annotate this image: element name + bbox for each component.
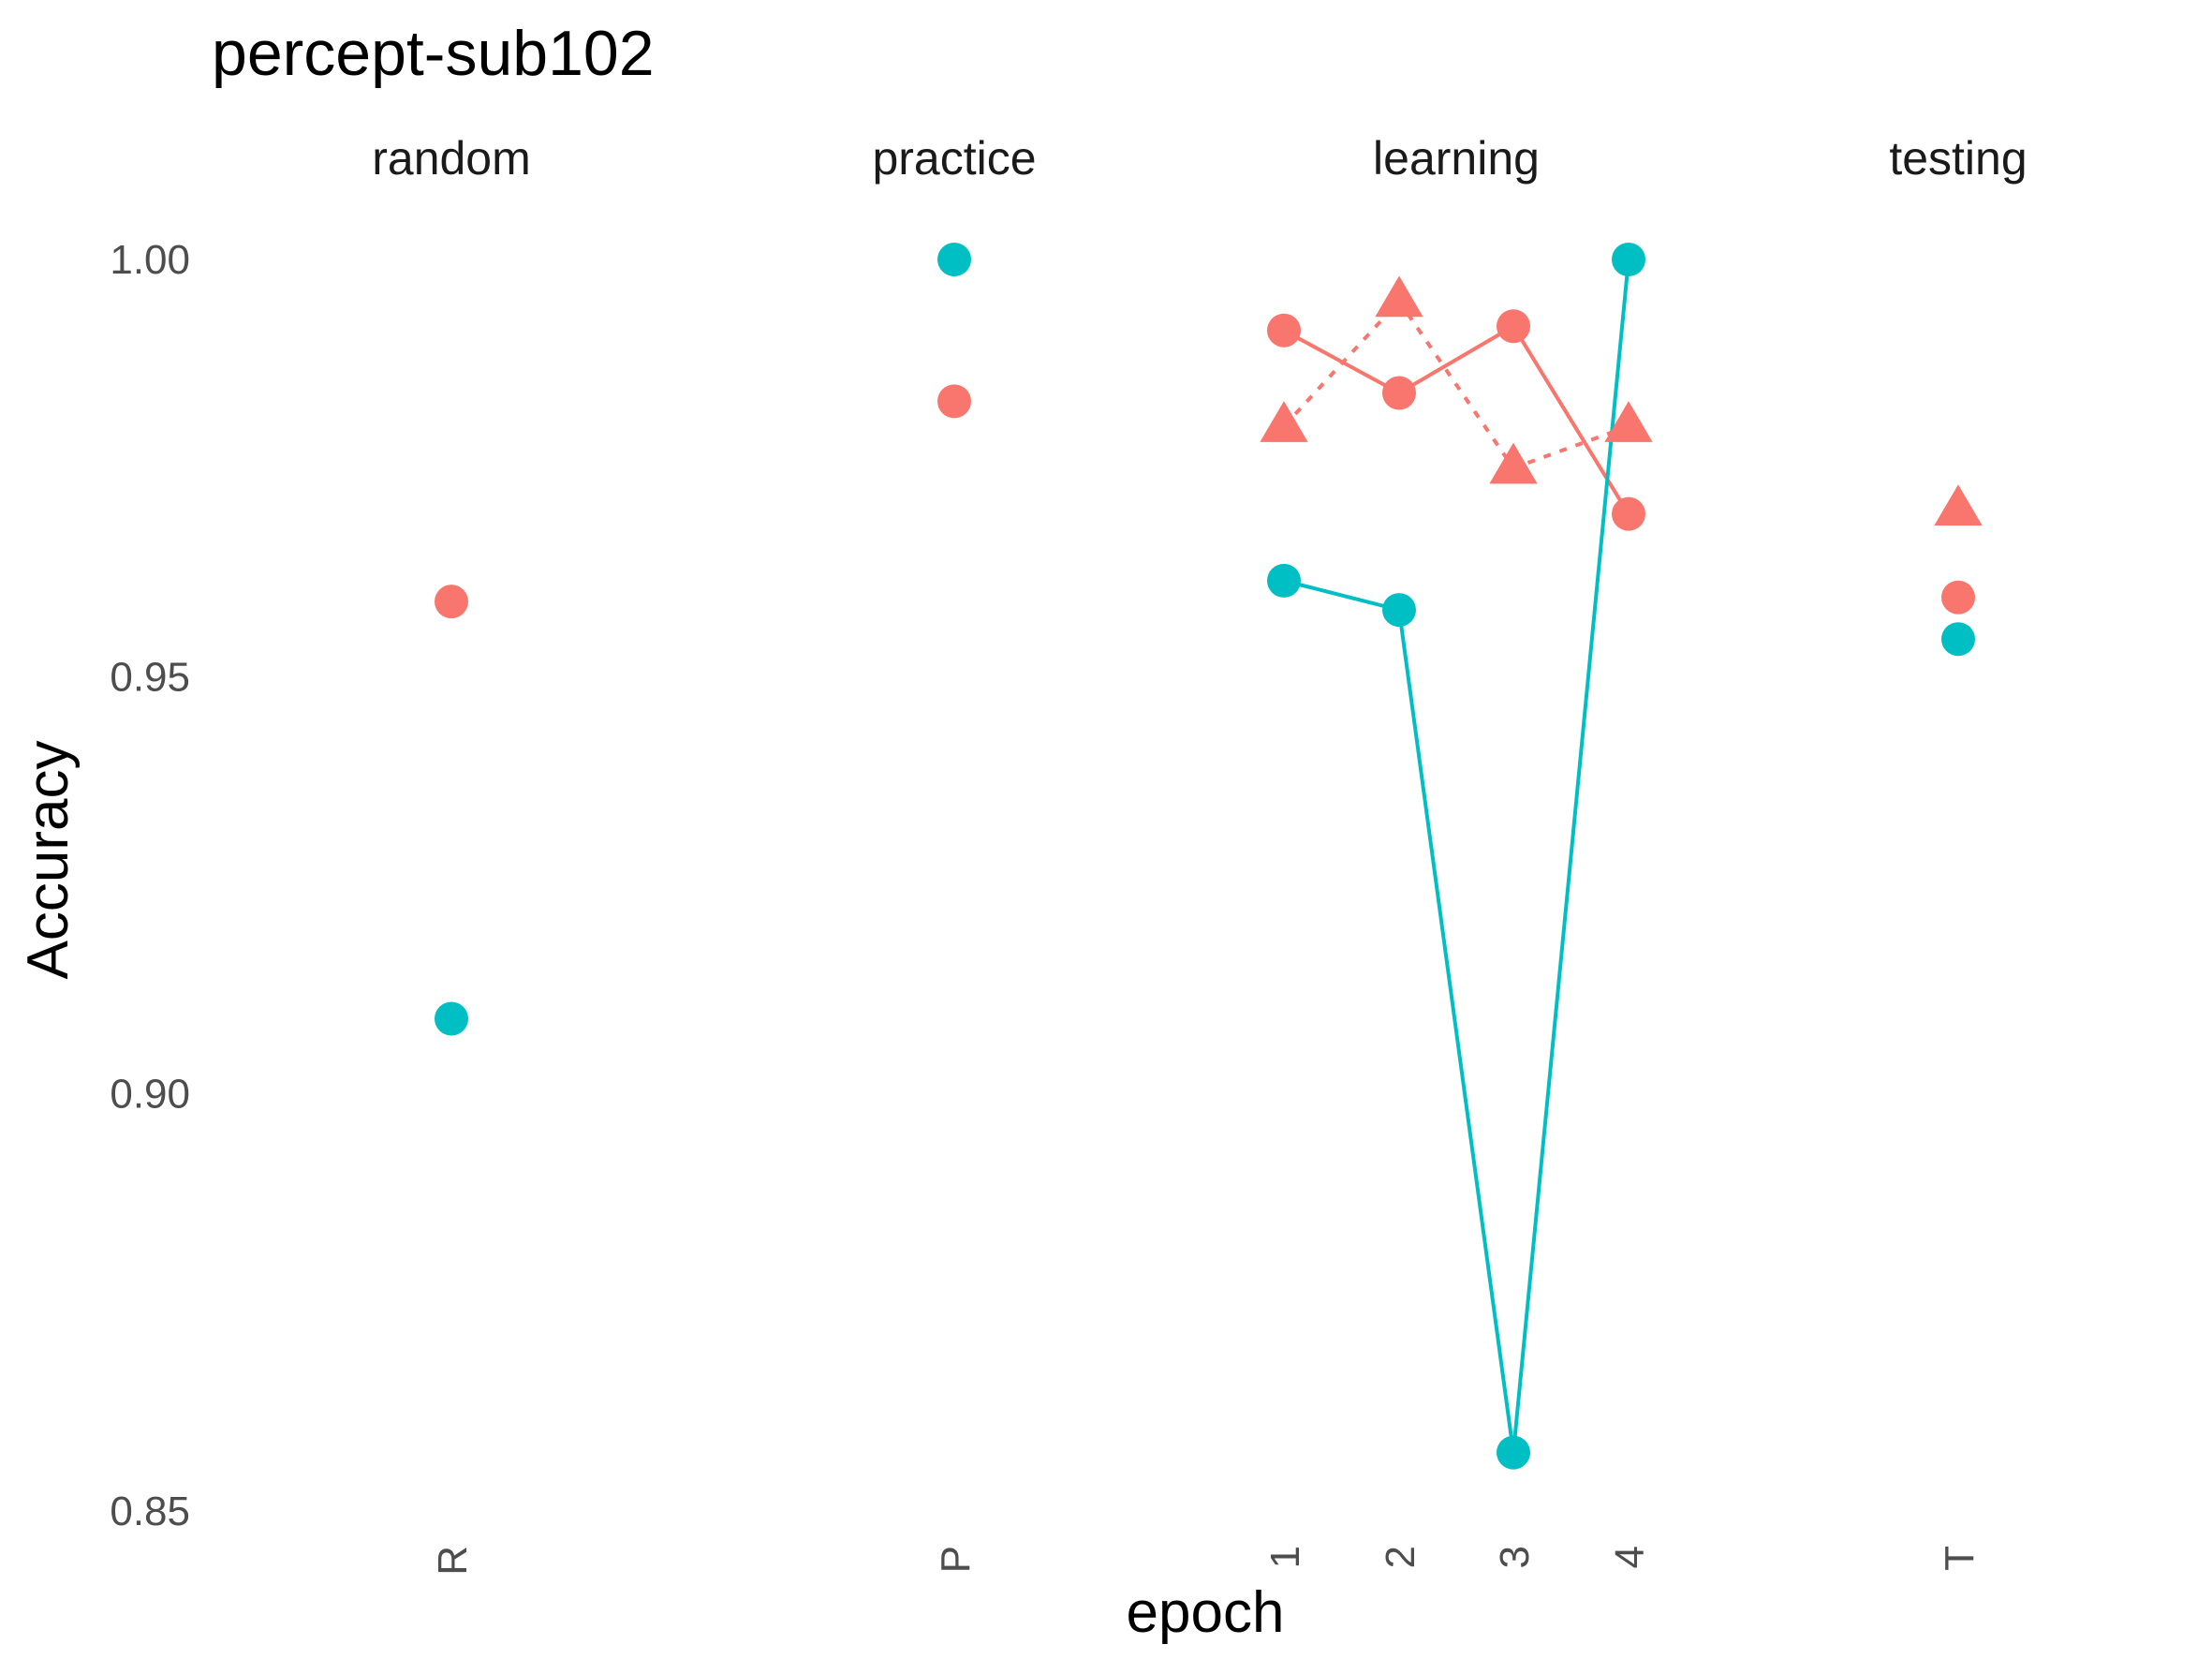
x-tick-label: 4 bbox=[1607, 1546, 1653, 1568]
facet-label-learning: learning bbox=[1373, 132, 1540, 185]
series-line-1 bbox=[1282, 298, 1630, 471]
series-points bbox=[435, 243, 1983, 1470]
data-point-circle bbox=[1382, 376, 1416, 410]
data-point-circle bbox=[1497, 309, 1530, 344]
data-point-circle bbox=[1497, 1435, 1530, 1470]
data-point-circle bbox=[1267, 313, 1301, 348]
data-point-circle bbox=[1267, 563, 1301, 598]
data-point-circle bbox=[937, 384, 971, 419]
data-point-circle bbox=[1612, 496, 1645, 531]
facet-labels: random practice learning testing bbox=[372, 132, 2027, 185]
y-tick-label: 0.85 bbox=[110, 1489, 190, 1534]
data-point-triangle bbox=[1260, 401, 1308, 442]
x-tick-label: P bbox=[933, 1546, 979, 1573]
y-tick-label: 0.90 bbox=[110, 1072, 190, 1118]
data-point-circle bbox=[1941, 622, 1975, 657]
data-point-circle bbox=[1612, 243, 1645, 276]
data-point-triangle bbox=[1934, 484, 1983, 526]
y-tick-label: 0.95 bbox=[110, 654, 190, 700]
facet-label-random: random bbox=[372, 132, 531, 185]
x-tick-label: R bbox=[430, 1546, 476, 1576]
chart-title: percept-sub102 bbox=[212, 18, 655, 89]
x-tick-label: 1 bbox=[1262, 1546, 1308, 1568]
data-point-circle bbox=[937, 243, 971, 276]
y-axis-ticks: 0.85 0.90 0.95 1.00 bbox=[110, 237, 190, 1534]
x-axis-ticks: R P 1 2 3 4 T bbox=[430, 1546, 1983, 1576]
data-point-circle bbox=[1382, 593, 1416, 628]
facet-label-practice: practice bbox=[872, 132, 1036, 185]
x-tick-label: T bbox=[1937, 1546, 1983, 1571]
data-point-circle bbox=[435, 1001, 468, 1036]
data-point-triangle bbox=[1489, 442, 1538, 484]
x-tick-label: 2 bbox=[1378, 1546, 1423, 1568]
data-point-triangle bbox=[1375, 275, 1423, 318]
x-axis-title: epoch bbox=[1127, 1580, 1285, 1645]
y-axis-title: Accuracy bbox=[16, 741, 81, 980]
series-line-0 bbox=[1283, 323, 1630, 515]
series-line-2 bbox=[1283, 259, 1630, 1453]
facet-label-testing: testing bbox=[1889, 132, 2027, 185]
data-point-circle bbox=[435, 585, 468, 619]
data-point-circle bbox=[1941, 580, 1975, 615]
series-lines bbox=[1282, 259, 1630, 1453]
x-tick-label: 3 bbox=[1492, 1546, 1538, 1568]
data-point-triangle bbox=[1604, 401, 1653, 442]
y-tick-label: 1.00 bbox=[110, 237, 190, 283]
